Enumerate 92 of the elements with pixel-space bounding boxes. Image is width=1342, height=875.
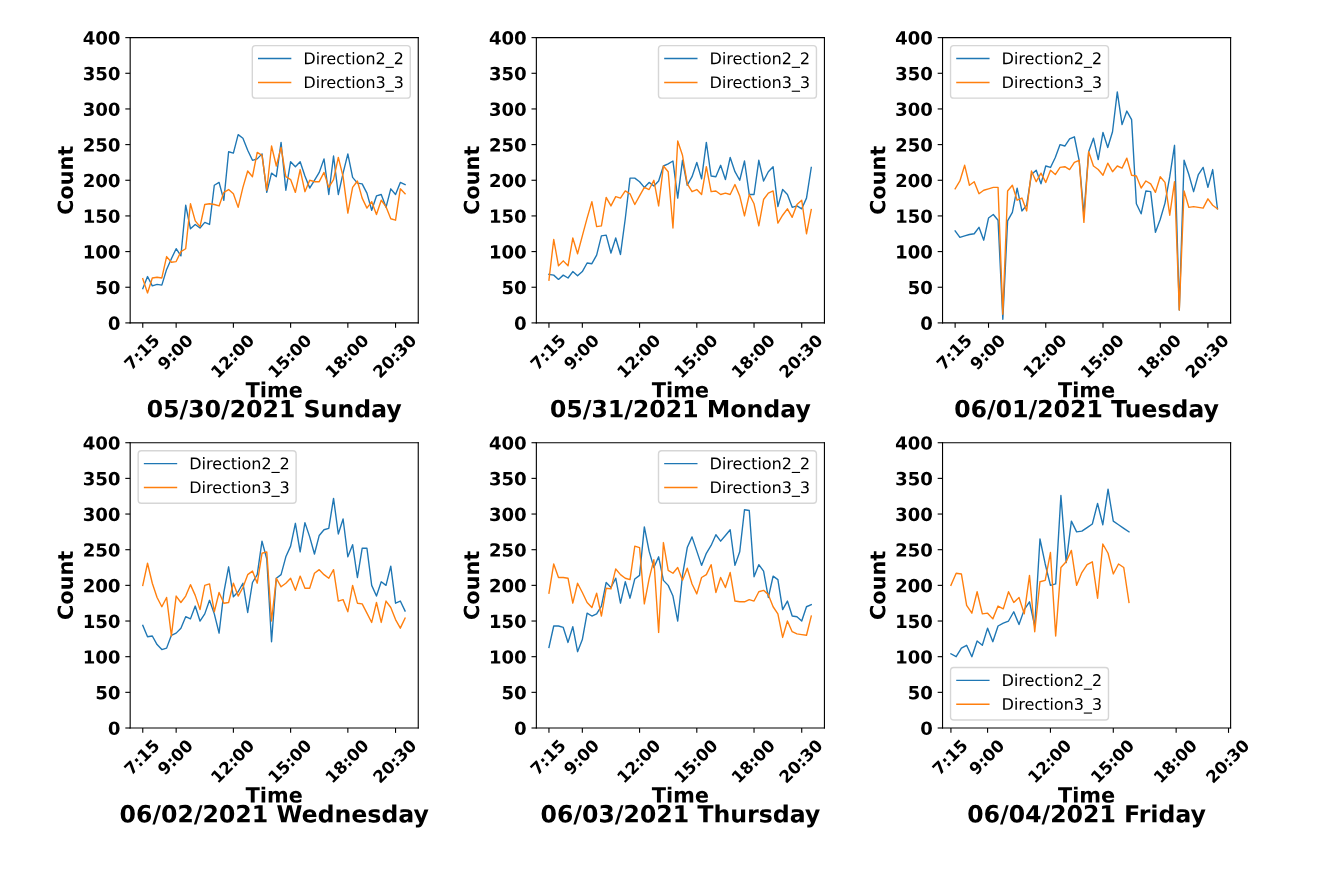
line-series — [548, 509, 812, 653]
y-tick-label: 350 — [896, 66, 932, 81]
y-tick-label: 50 — [502, 280, 526, 295]
y-tick-label: 300 — [490, 507, 526, 522]
y-tick-label: 250 — [84, 543, 120, 557]
y-tick-label: 250 — [84, 138, 120, 152]
text: 05/31/2021 Monday — [551, 399, 811, 423]
line-series — [950, 488, 1130, 658]
y-tick-label: 50 — [96, 280, 120, 295]
legend-label: Direction3_3 — [304, 75, 403, 92]
y-tick-label: 150 — [897, 614, 932, 629]
y-tick-label: 150 — [84, 614, 120, 629]
y-tick-label: 400 — [83, 31, 120, 45]
y-tick-label: 100 — [490, 245, 526, 259]
x-axis-title: Time — [1058, 786, 1115, 803]
y-tick-label: 100 — [490, 650, 526, 664]
text: 05/30/2021 Sunday — [147, 399, 402, 423]
legend-label: Direction3_3 — [711, 480, 809, 497]
x-axis-title: Time — [1058, 381, 1115, 398]
y-tick-label: 350 — [490, 471, 526, 486]
text: 06/04/2021 Friday — [968, 804, 1206, 828]
y-axis-title: Count — [463, 146, 480, 214]
y-tick-label: 200 — [84, 578, 120, 593]
y-tick-label: 0 — [921, 721, 932, 736]
y-tick-label: 400 — [895, 436, 932, 450]
y-tick-label: 350 — [490, 66, 526, 81]
legend-label: Direction2_2 — [190, 457, 289, 473]
y-tick-label: 100 — [897, 650, 932, 664]
y-tick-label: 150 — [490, 614, 526, 629]
y-tick-label: 50 — [909, 685, 932, 700]
y-tick-label: 250 — [490, 543, 526, 557]
y-tick-label: 200 — [896, 173, 932, 188]
line-series — [954, 91, 1219, 321]
text: 06/01/2021 Tuesday — [955, 399, 1219, 423]
y-axis-title: Count — [869, 551, 886, 619]
y-tick-label: 50 — [909, 280, 932, 295]
y-tick-label: 400 — [489, 31, 526, 45]
y-tick-label: 300 — [83, 102, 120, 117]
x-axis-title: Time — [245, 786, 302, 803]
legend-label: Direction3_3 — [1003, 697, 1101, 714]
y-tick-label: 200 — [84, 173, 120, 188]
y-tick-label: 0 — [921, 316, 932, 331]
y-tick-label: 150 — [897, 209, 932, 224]
y-tick-label: 100 — [84, 245, 120, 259]
y-axis-title: Count — [463, 551, 480, 619]
legend-label: Direction3_3 — [190, 480, 289, 497]
y-tick-label: 300 — [896, 507, 932, 522]
legend-label: Direction2_2 — [711, 457, 809, 473]
y-tick-label: 300 — [490, 102, 526, 117]
y-tick-label: 400 — [489, 436, 526, 450]
line-series — [548, 541, 812, 639]
y-tick-label: 150 — [490, 209, 526, 224]
y-tick-label: 0 — [514, 316, 526, 331]
legend-label: Direction2_2 — [711, 52, 809, 68]
y-tick-label: 250 — [490, 138, 526, 152]
y-axis-title: Count — [57, 146, 74, 214]
y-axis-title: Count — [869, 146, 886, 214]
y-tick-label: 250 — [896, 543, 932, 557]
text: 06/03/2021 Thursday — [541, 804, 820, 828]
legend-label: Direction2_2 — [304, 52, 403, 68]
y-tick-label: 200 — [490, 578, 526, 593]
y-tick-label: 350 — [83, 66, 120, 81]
y-tick-label: 200 — [896, 578, 932, 593]
line-series — [142, 497, 406, 651]
y-tick-label: 350 — [896, 471, 932, 486]
legend-label: Direction2_2 — [1003, 52, 1101, 68]
y-tick-label: 200 — [490, 173, 526, 188]
y-tick-label: 400 — [83, 436, 120, 450]
y-tick-label: 50 — [502, 685, 526, 700]
y-tick-label: 100 — [897, 245, 932, 259]
x-axis-title: Time — [245, 381, 302, 398]
y-tick-label: 100 — [84, 650, 120, 664]
y-tick-label: 300 — [83, 507, 120, 522]
y-tick-label: 0 — [108, 721, 120, 736]
y-tick-label: 0 — [514, 721, 526, 736]
y-tick-label: 400 — [895, 31, 932, 45]
y-tick-label: 300 — [896, 102, 932, 117]
x-axis-title: Time — [651, 381, 708, 398]
y-tick-label: 350 — [83, 471, 120, 486]
legend-label: Direction3_3 — [711, 75, 809, 92]
line-series — [950, 543, 1130, 637]
y-axis-title: Count — [57, 551, 74, 619]
line-series — [954, 151, 1219, 316]
y-tick-label: 150 — [84, 209, 120, 224]
y-tick-label: 50 — [96, 685, 120, 700]
text: 06/02/2021 Wednesday — [120, 804, 429, 828]
y-tick-label: 0 — [108, 316, 120, 331]
y-tick-label: 250 — [896, 138, 932, 152]
legend-label: Direction3_3 — [1003, 75, 1101, 92]
x-axis-title: Time — [651, 786, 708, 803]
legend-label: Direction2_2 — [1003, 673, 1101, 690]
line-series — [142, 551, 406, 637]
